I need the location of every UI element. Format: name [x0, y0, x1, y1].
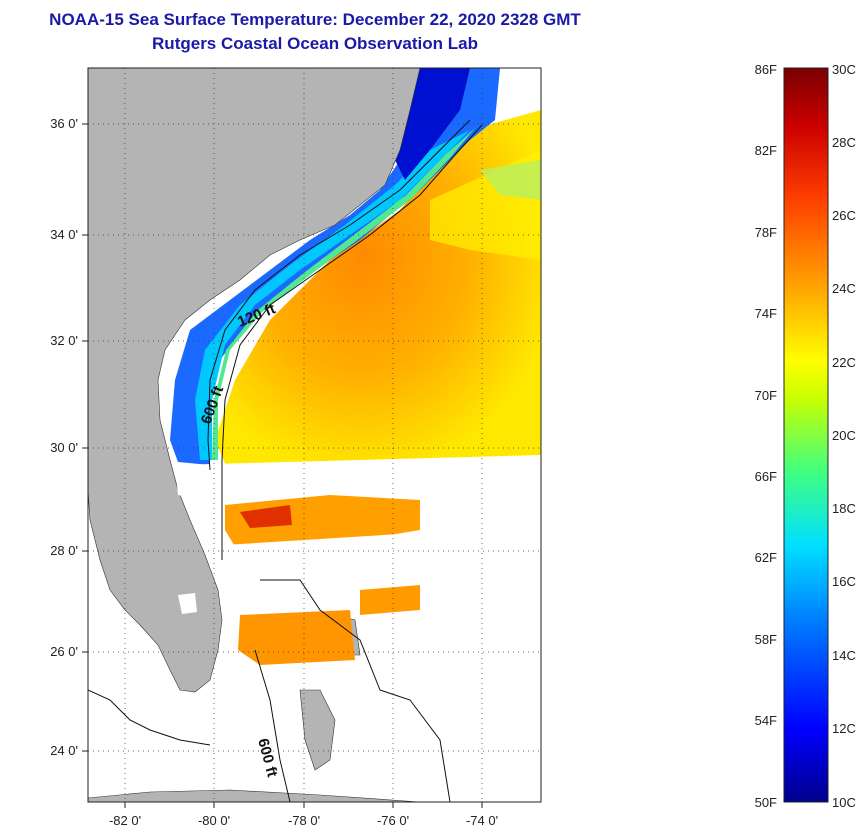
hot-spot [240, 505, 292, 528]
lat-label-26: 26 0' [50, 644, 78, 659]
warm-patch-east [360, 585, 420, 615]
warm-patch-bahamas [238, 610, 355, 665]
cb-c-12: 12C [832, 721, 856, 736]
contour-600ft [221, 124, 483, 560]
cloud-band [175, 455, 541, 505]
cb-c-26: 26C [832, 208, 856, 223]
map-title: NOAA-15 Sea Surface Temperature: Decembe… [49, 10, 581, 29]
lon-label-82: -82 0' [108, 813, 142, 828]
cb-c-22: 22C [832, 355, 856, 370]
lat-label-30: 30 0' [50, 440, 78, 455]
cb-c-10: 10C [832, 795, 856, 810]
bahamas-andros [299, 689, 336, 771]
lon-label-78: -78 0' [287, 813, 321, 828]
lon-label-80: -80 0' [197, 813, 231, 828]
lat-label-28: 28 0' [50, 543, 78, 558]
bottom-land-cuba [88, 789, 421, 802]
lon-label-76: -76 0' [376, 813, 410, 828]
cb-f-86: 86F [754, 62, 777, 77]
cb-f-74: 74F [754, 306, 777, 321]
cb-c-20: 20C [832, 428, 856, 443]
cb-f-70: 70F [754, 388, 777, 403]
land-mass [88, 68, 421, 693]
cb-f-82: 82F [754, 143, 777, 158]
cb-c-24: 24C [832, 281, 856, 296]
map-subtitle: Rutgers Coastal Ocean Observation Lab [152, 34, 478, 53]
axis-ticks [82, 123, 483, 808]
lat-label-36: 36 0' [50, 116, 78, 131]
contour-florida-west [88, 689, 211, 746]
cb-f-54: 54F [754, 713, 777, 728]
contour-bahamas [260, 579, 451, 802]
cb-c-18: 18C [832, 501, 856, 516]
colorbar [783, 67, 829, 803]
cb-f-62: 62F [754, 550, 777, 565]
map-plot-area: 120 ft 600 ft 600 ft [88, 68, 541, 802]
lat-label-34: 34 0' [50, 227, 78, 242]
cb-f-58: 58F [754, 632, 777, 647]
contour-120ft [207, 119, 471, 471]
map-frame [87, 67, 542, 803]
lake-okeechobee [178, 593, 197, 614]
cb-c-14: 14C [832, 648, 856, 663]
cb-c-16: 16C [832, 574, 856, 589]
cb-c-28: 28C [832, 135, 856, 150]
lat-label-24: 24 0' [50, 743, 78, 758]
graticule [88, 68, 541, 802]
green-patch [480, 160, 541, 200]
cb-f-66: 66F [754, 469, 777, 484]
lat-label-32: 32 0' [50, 333, 78, 348]
lon-label-74: -74 0' [465, 813, 499, 828]
cb-c-30: 30C [832, 62, 856, 77]
cb-f-78: 78F [754, 225, 777, 240]
contour-bahamas-2 [254, 649, 291, 802]
deep-cold-nearshore [395, 68, 470, 180]
cb-f-50: 50F [754, 795, 777, 810]
